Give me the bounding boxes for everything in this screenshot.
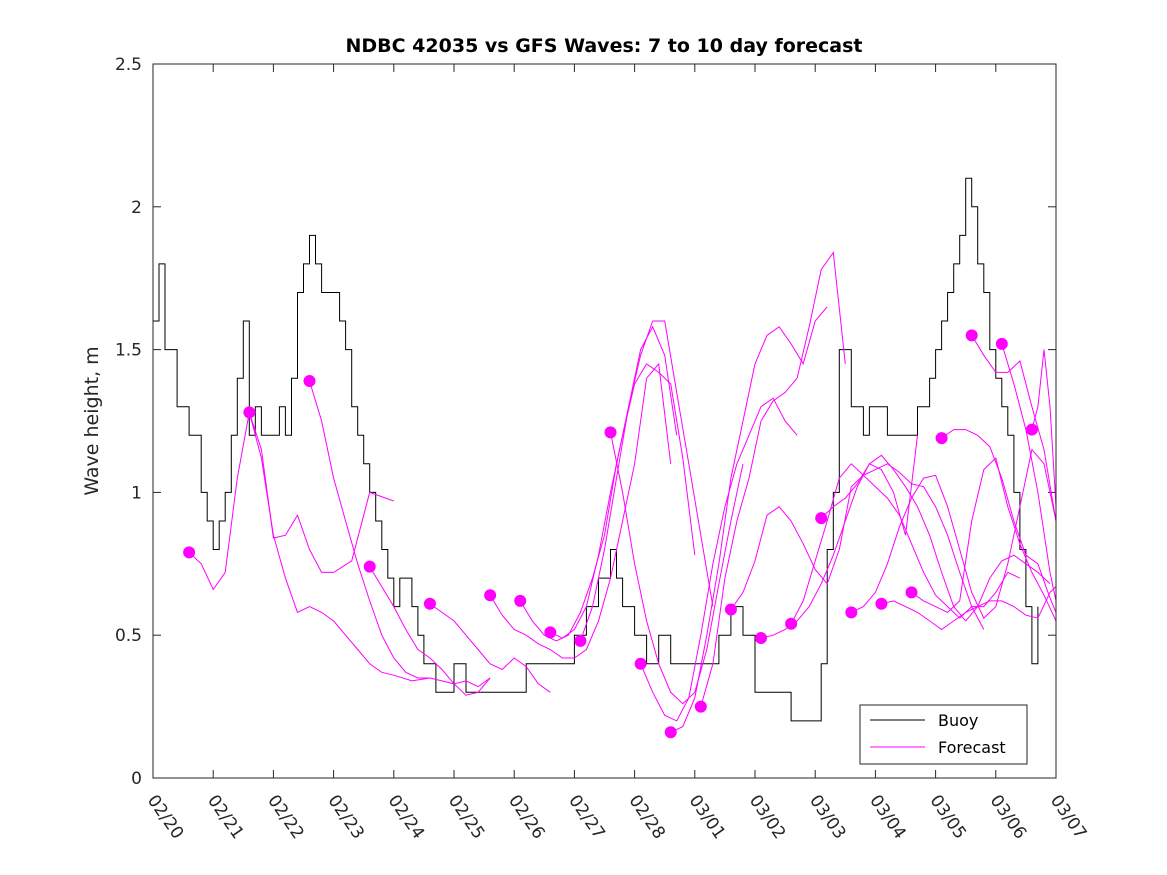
forecast-series-line	[700, 251, 846, 707]
legend-buoy-label: Buoy	[938, 711, 978, 730]
forecast-start-point	[724, 603, 737, 616]
forecast-start-markers	[183, 329, 1038, 739]
chart-title: NDBC 42035 vs GFS Waves: 7 to 10 day for…	[345, 35, 862, 57]
buoy-series-line	[153, 177, 1039, 722]
forecast-series-line	[188, 412, 394, 591]
forecast-start-point	[965, 329, 978, 342]
y-tick-label: 2	[131, 198, 142, 218]
plot-frame	[152, 63, 1057, 779]
forecast-start-point	[183, 546, 196, 559]
y-axis-label: Wave height, m	[81, 346, 103, 495]
forecast-start-point	[634, 657, 647, 670]
forecast-start-point	[935, 432, 948, 445]
forecast-start-point	[785, 617, 798, 630]
forecast-series-line	[1031, 349, 1057, 507]
forecast-start-point	[544, 626, 557, 639]
legend-box	[859, 704, 1028, 765]
forecast-series-line	[971, 335, 1057, 522]
y-axis-ticks: 0 0.5 1 1.5 2 2.5	[115, 55, 1056, 789]
y-tick-label: 2.5	[115, 55, 142, 75]
forecast-series-line	[790, 463, 1021, 625]
forecast-series-line	[820, 454, 1051, 622]
forecast-start-point	[604, 426, 617, 439]
forecast-start-point	[243, 406, 256, 419]
legend-forecast-label: Forecast	[938, 738, 1006, 757]
forecast-series-line	[941, 429, 1057, 613]
forecast-start-point	[905, 586, 918, 599]
forecast-start-point	[574, 634, 587, 647]
forecast-series-line	[610, 432, 744, 705]
forecast-series-line	[369, 566, 491, 696]
y-tick-label: 1.5	[115, 341, 142, 361]
forecast-start-point	[514, 594, 527, 607]
forecast-series-line	[881, 586, 1057, 631]
forecast-start-point	[995, 337, 1008, 350]
forecast-start-point	[694, 700, 707, 713]
forecast-series-line	[429, 603, 551, 693]
y-tick-label: 0.5	[115, 626, 142, 646]
series-layer	[153, 177, 1057, 733]
forecast-start-point	[664, 726, 677, 739]
forecast-start-point	[484, 589, 497, 602]
forecast-series-line	[1001, 343, 1057, 602]
forecast-series-line	[640, 397, 798, 722]
forecast-series-line	[489, 362, 672, 659]
forecast-start-point	[845, 606, 858, 619]
forecast-start-point	[875, 597, 888, 610]
forecast-start-point	[815, 512, 828, 525]
legend: Buoy Forecast	[859, 704, 1028, 765]
forecast-start-point	[1025, 423, 1038, 436]
y-tick-label: 1	[131, 483, 142, 503]
y-tick-label: 0	[131, 769, 142, 789]
forecast-start-point	[423, 597, 436, 610]
forecast-series-line	[911, 457, 1057, 622]
forecast-series-line	[248, 412, 430, 682]
forecast-start-point	[363, 560, 376, 573]
forecast-series-line	[730, 463, 985, 630]
forecast-start-point	[303, 375, 316, 388]
forecast-series-line	[851, 448, 1057, 619]
forecast-start-point	[755, 632, 768, 645]
forecast-series-line	[550, 363, 696, 639]
forecast-series-line	[579, 320, 714, 642]
forecast-series-line	[309, 380, 491, 688]
